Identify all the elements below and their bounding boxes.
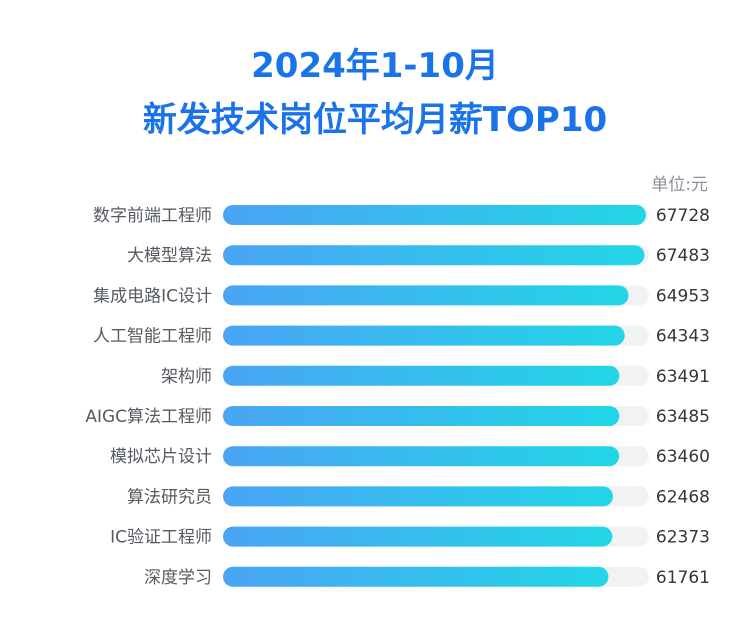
bar [223, 245, 645, 266]
category-label: 模拟芯片设计 [110, 447, 212, 467]
bar [223, 566, 609, 587]
chart-title-line2: 新发技术岗位平均月薪TOP10 [142, 100, 608, 140]
category-label: AIGC算法工程师 [85, 407, 212, 427]
bar [223, 406, 620, 426]
value-label: 64953 [656, 286, 710, 306]
bar [223, 446, 620, 467]
category-label: 深度学习 [144, 568, 212, 588]
bar [223, 365, 620, 386]
bars-group: 数字前端工程师 67728 大模型算法 67483 集成电路IC设计 64953 人工智能工… [85, 205, 710, 588]
bar [223, 325, 625, 346]
category-label: 架构师 [161, 367, 212, 387]
value-label: 67728 [656, 206, 710, 226]
bar [223, 285, 629, 306]
value-label: 67483 [656, 246, 710, 266]
value-label: 61761 [656, 568, 710, 588]
category-label: 数字前端工程师 [93, 206, 212, 226]
value-label: 63460 [656, 447, 710, 467]
bar [223, 526, 613, 547]
bar [223, 486, 613, 507]
value-label: 62373 [656, 528, 710, 548]
bar [223, 205, 646, 225]
value-label: 62468 [656, 487, 710, 507]
category-label: 集成电路IC设计 [93, 286, 212, 306]
value-label: 64343 [656, 327, 710, 347]
value-label: 63491 [656, 367, 710, 387]
unit-label: 单位:元 [651, 175, 708, 195]
chart-title-line1: 2024年1-10月 [251, 46, 499, 86]
category-label: 算法研究员 [127, 487, 212, 507]
value-label: 63485 [656, 407, 710, 427]
category-label: 大模型算法 [127, 246, 212, 266]
category-label: 人工智能工程师 [93, 327, 212, 347]
category-label: IC验证工程师 [110, 528, 212, 548]
